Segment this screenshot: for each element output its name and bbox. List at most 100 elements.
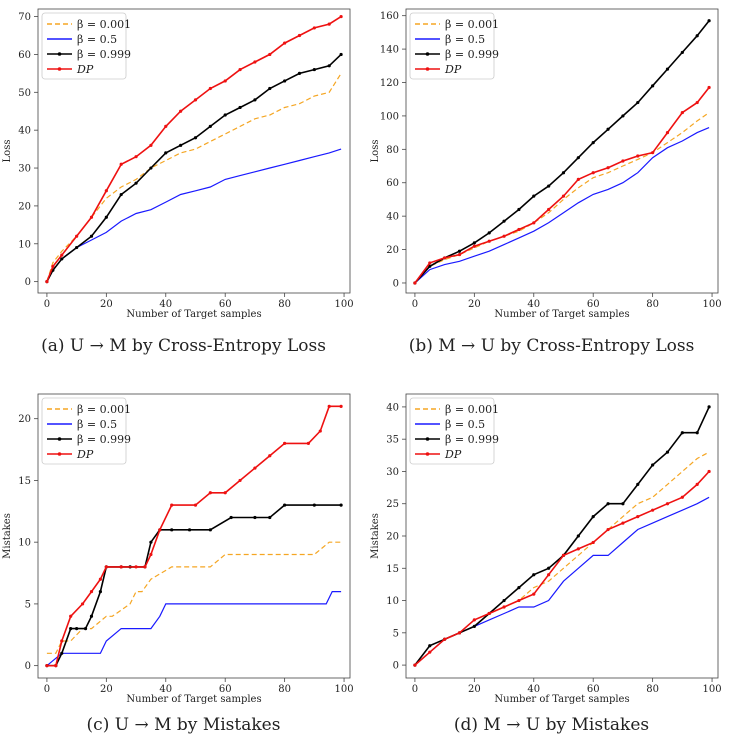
data-point — [268, 52, 272, 57]
data-point — [547, 573, 551, 577]
data-point — [143, 565, 147, 569]
data-point — [327, 404, 331, 408]
data-point — [707, 85, 711, 90]
data-point — [517, 598, 521, 603]
y-tick-label: 40 — [386, 402, 399, 413]
x-tick-label: 100 — [703, 684, 722, 695]
data-point — [312, 503, 316, 507]
y-tick-label: 70 — [18, 12, 31, 23]
data-point — [283, 79, 287, 83]
x-axis-label: Number of Target samples — [494, 309, 629, 320]
data-point — [89, 215, 94, 219]
x-tick-label: 20 — [100, 299, 113, 310]
data-point — [253, 515, 257, 520]
series-line — [414, 127, 710, 284]
data-point — [621, 114, 625, 118]
x-tick-label: 60 — [587, 299, 600, 310]
data-point — [591, 171, 595, 175]
series-b-1 — [414, 127, 710, 284]
data-point — [98, 589, 102, 594]
data-point — [45, 664, 49, 668]
data-point — [576, 156, 580, 160]
data-point — [134, 565, 138, 569]
legend: β = 0.001 β = 0.5 β = 0.999 DP — [41, 397, 131, 465]
data-point — [443, 637, 447, 641]
chart-panel-c: 0 20 40 60 80 100 0 5 10 15 20 Number of Target sam… — [2, 393, 354, 705]
series-a-0 — [46, 73, 342, 282]
data-point — [651, 508, 655, 512]
data-point — [297, 33, 302, 38]
y-tick-label: 160 — [380, 11, 399, 22]
data-point — [457, 252, 462, 257]
x-tick-label: 60 — [219, 684, 232, 695]
y-tick-label: 60 — [18, 50, 31, 61]
y-tick-label: 120 — [380, 78, 399, 89]
data-point — [680, 495, 684, 499]
data-point — [561, 553, 566, 557]
data-point — [208, 528, 212, 532]
data-point — [327, 22, 331, 26]
y-tick-label: 15 — [18, 476, 31, 487]
x-tick-label: 0 — [44, 684, 50, 695]
data-point — [532, 592, 536, 596]
series-a-3 — [45, 14, 343, 284]
y-tick-label: 10 — [18, 538, 31, 549]
data-point — [561, 171, 566, 175]
legend-marker — [425, 452, 430, 456]
legend-marker — [57, 437, 62, 441]
legend-label: β = 0.999 — [77, 433, 131, 446]
legend-label: β = 0.001 — [77, 18, 131, 31]
data-point — [680, 110, 684, 115]
series-line — [414, 451, 710, 666]
x-axis-label: Number of Target samples — [126, 309, 261, 320]
y-tick-label: 20 — [18, 201, 31, 212]
data-point — [591, 141, 595, 145]
series-c-0 — [46, 541, 342, 654]
data-point — [636, 154, 640, 158]
data-point — [606, 127, 610, 131]
y-tick-label: 80 — [386, 145, 399, 156]
data-point — [312, 26, 316, 30]
x-tick-label: 0 — [412, 299, 418, 310]
x-tick-label: 100 — [335, 299, 354, 310]
y-tick-label: 35 — [386, 435, 399, 446]
legend-label: β = 0.999 — [445, 433, 499, 446]
data-point — [680, 431, 684, 435]
data-point — [306, 441, 310, 445]
legend-label: DP — [76, 63, 94, 76]
data-point — [179, 143, 183, 147]
data-point — [502, 234, 506, 238]
series-b-3 — [413, 85, 711, 285]
data-point — [636, 100, 640, 105]
data-point — [695, 100, 699, 105]
data-point — [606, 166, 610, 170]
y-tick-label: 5 — [25, 599, 31, 610]
y-tick-label: 0 — [25, 277, 31, 288]
data-point — [238, 67, 242, 72]
legend-label: β = 0.001 — [445, 403, 499, 416]
y-tick-label: 10 — [18, 239, 31, 250]
data-point — [119, 192, 123, 197]
data-point — [695, 34, 699, 38]
data-point — [576, 177, 580, 181]
data-point — [517, 207, 521, 212]
data-point — [104, 565, 108, 569]
data-point — [89, 234, 94, 238]
y-tick-label: 60 — [386, 178, 399, 189]
data-point — [134, 155, 138, 159]
series-c-1 — [46, 591, 342, 667]
data-point — [621, 159, 625, 163]
x-tick-label: 80 — [646, 684, 659, 695]
data-point — [75, 234, 79, 238]
data-point — [134, 181, 138, 185]
series-line — [46, 541, 342, 654]
data-point — [75, 627, 79, 631]
data-point — [502, 219, 506, 223]
data-point — [253, 60, 257, 64]
series-line — [414, 470, 710, 666]
data-point — [339, 52, 343, 57]
data-point — [60, 651, 64, 655]
data-point — [707, 19, 711, 23]
